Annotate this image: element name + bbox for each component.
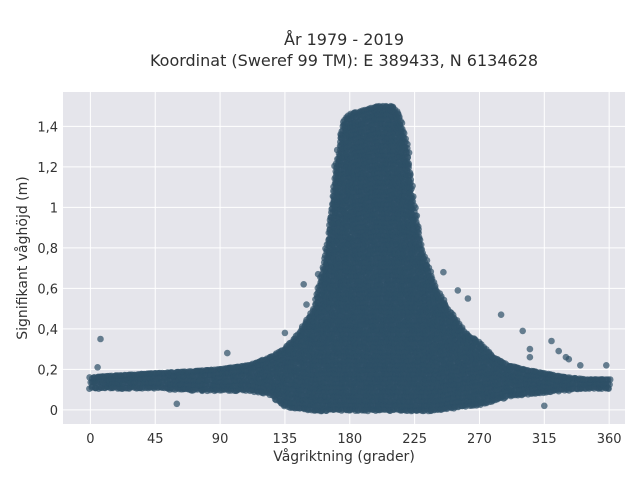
chart-subtitle: Koordinat (Sweref 99 TM): E 389433, N 61… — [150, 51, 538, 70]
data-points — [86, 102, 614, 415]
chart-title: År 1979 - 2019 — [284, 30, 404, 49]
